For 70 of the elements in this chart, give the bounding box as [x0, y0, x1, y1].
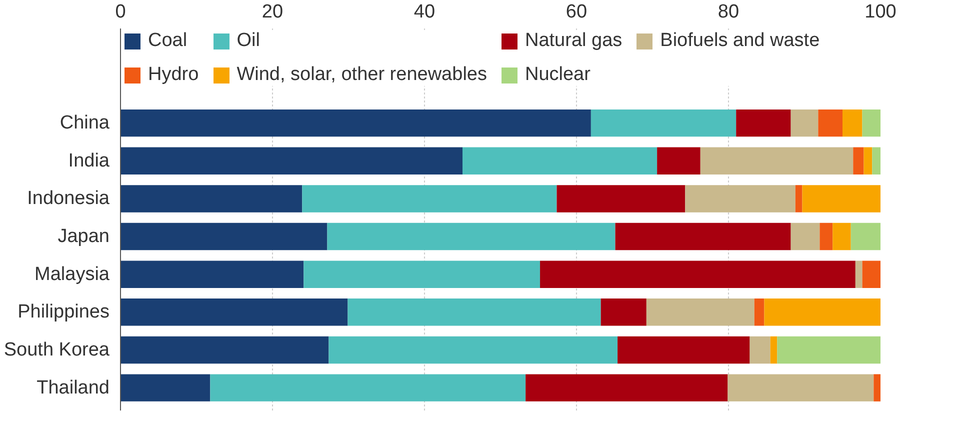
bar	[862, 109, 880, 137]
bar	[526, 374, 728, 402]
bar	[120, 298, 348, 326]
bar	[304, 260, 540, 288]
bar	[872, 147, 880, 174]
bar	[600, 298, 646, 326]
bar	[327, 222, 616, 250]
bar	[120, 185, 302, 212]
bar	[328, 336, 618, 364]
bar	[790, 222, 820, 250]
bar	[850, 222, 880, 250]
bar	[750, 336, 770, 364]
bar	[615, 222, 791, 250]
y-tick-label: China	[60, 112, 110, 134]
y-tick-label: Thailand	[36, 377, 110, 398]
bar	[853, 147, 864, 174]
x-tick-label: 100	[864, 2, 896, 22]
bar	[736, 109, 791, 137]
y-tick-label: Japan	[58, 226, 110, 248]
bar	[862, 260, 880, 288]
bar	[540, 260, 856, 288]
bar	[777, 336, 880, 364]
bar	[120, 260, 304, 288]
bar	[590, 109, 736, 137]
y-tick-label: India	[68, 150, 110, 172]
y-tick-label: Philippines	[18, 302, 110, 323]
legend-label: Coal	[148, 30, 188, 52]
bar	[842, 109, 862, 137]
legend-label: Wind, solar, other renewables	[236, 64, 487, 86]
bar	[764, 298, 880, 326]
bar	[302, 185, 557, 212]
y-tick-label: Indonesia	[27, 188, 110, 210]
x-tick-label: 60	[566, 2, 588, 22]
bar	[754, 298, 764, 326]
bar	[700, 147, 854, 174]
y-tick-label: South Korea	[4, 339, 110, 360]
x-tick-label: 40	[414, 2, 436, 22]
bar	[802, 185, 880, 212]
bar	[832, 222, 851, 250]
bar	[770, 336, 778, 364]
bar	[728, 374, 874, 402]
x-tick-label: 0	[115, 2, 126, 22]
y-tick-label: Malaysia	[34, 264, 110, 285]
legend-label: Oil	[236, 30, 260, 52]
legend-label: Hydro	[148, 64, 199, 86]
bar	[646, 298, 754, 326]
legend-label: Nuclear	[524, 64, 590, 86]
bar	[855, 260, 862, 288]
bar	[874, 374, 880, 402]
legend-label: Natural gas	[524, 30, 622, 52]
bar	[120, 109, 591, 137]
bar	[556, 185, 686, 212]
legend-label: Biofuels and waste	[660, 30, 820, 52]
bar	[120, 147, 462, 174]
bar	[120, 374, 210, 402]
bar	[462, 147, 658, 174]
bar	[657, 147, 700, 174]
bar	[348, 298, 601, 326]
bar	[864, 147, 872, 174]
bar	[210, 374, 526, 402]
x-tick-label: 20	[262, 2, 284, 22]
x-tick-label: 80	[718, 2, 740, 22]
bar	[820, 222, 833, 250]
bar	[818, 109, 842, 137]
bar	[618, 336, 750, 364]
bar	[120, 222, 328, 250]
bar	[790, 109, 818, 137]
bar	[795, 185, 802, 212]
bar	[120, 336, 329, 364]
bar	[685, 185, 796, 212]
